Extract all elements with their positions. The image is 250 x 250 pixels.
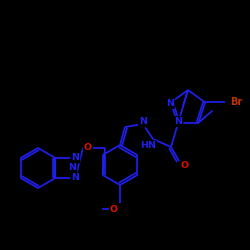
Text: O: O [110, 204, 118, 214]
Text: N: N [68, 164, 76, 172]
Text: HN: HN [140, 142, 156, 150]
Text: N: N [174, 117, 182, 126]
Text: Br: Br [230, 98, 242, 108]
Text: N: N [71, 154, 79, 162]
Text: O: O [181, 160, 189, 170]
Text: N: N [139, 118, 147, 126]
Text: N: N [71, 174, 79, 182]
Text: O: O [84, 144, 92, 152]
Text: N: N [166, 99, 174, 108]
